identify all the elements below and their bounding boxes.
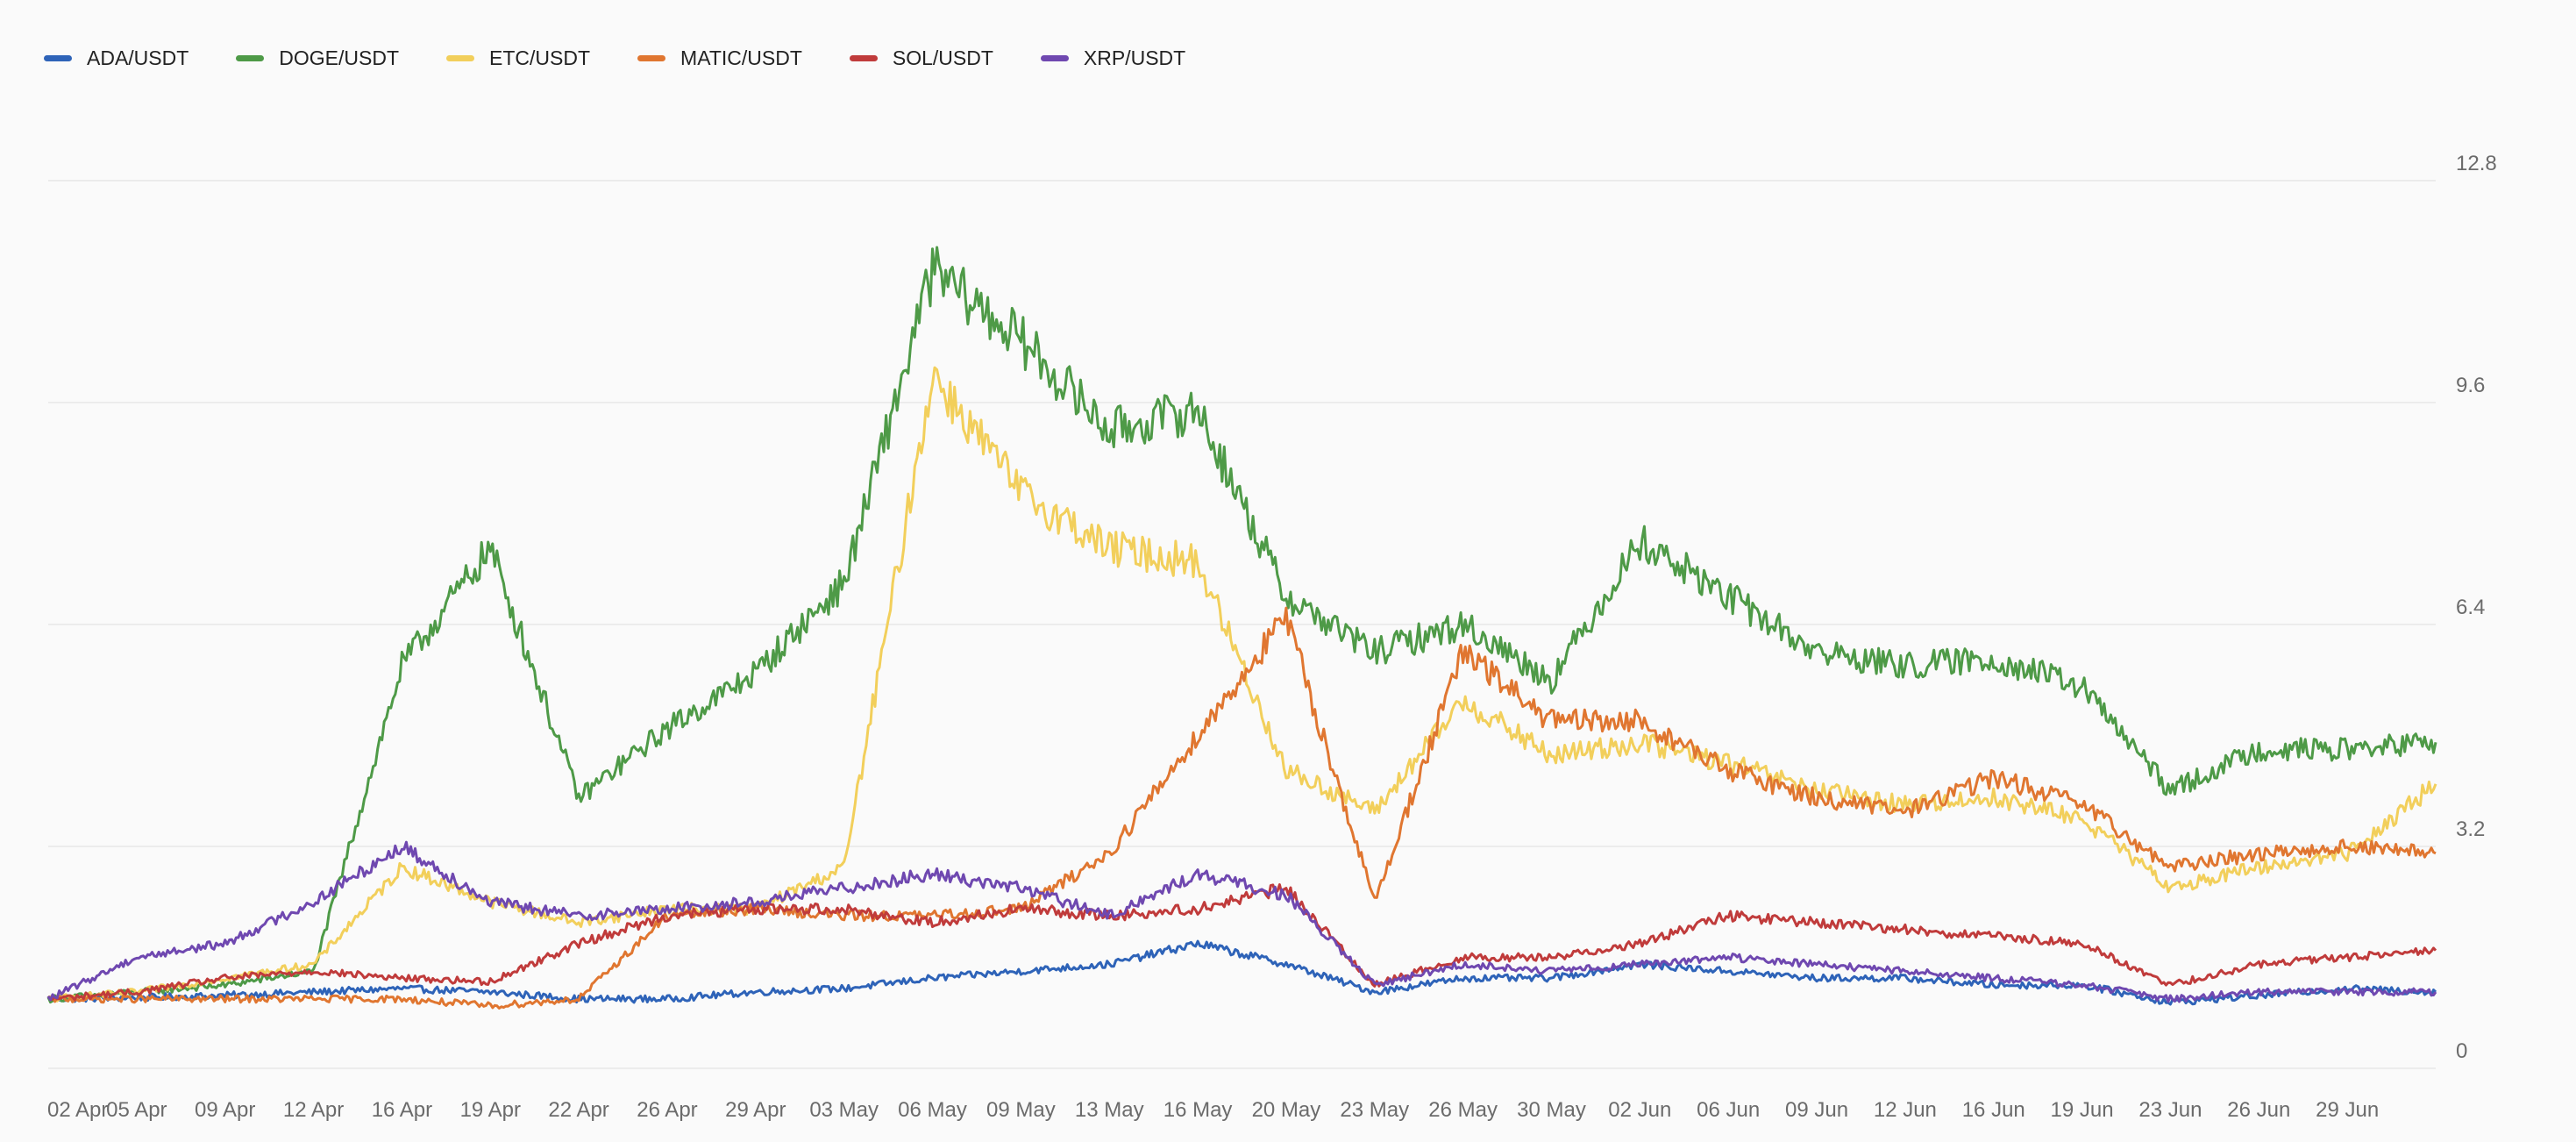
legend-swatch (1040, 54, 1069, 61)
x-tick-label: 09 May (986, 1098, 1056, 1122)
series-line-doge-usdt[interactable] (46, 246, 2437, 1004)
y-tick-label: 6.4 (2456, 596, 2485, 619)
x-tick-label: 16 Jun (1962, 1098, 2025, 1122)
series-line-matic-usdt[interactable] (47, 606, 2437, 1010)
x-tick-label: 19 Jun (2051, 1098, 2114, 1122)
x-tick-label: 19 Apr (460, 1098, 521, 1122)
x-tick-label: 29 Jun (2316, 1098, 2379, 1122)
x-tick-label: 13 May (1075, 1098, 1144, 1122)
x-tick-label: 29 Apr (725, 1098, 786, 1122)
x-tick-label: 23 Jun (2138, 1098, 2202, 1122)
legend-item-sol-usdt[interactable]: SOL/USDT (849, 46, 993, 70)
legend-label: DOGE/USDT (279, 46, 400, 69)
legend-item-ada-usdt[interactable]: ADA/USDT (44, 46, 189, 70)
x-tick-label: 26 Jun (2227, 1098, 2290, 1122)
legend-label: XRP/USDT (1083, 46, 1186, 69)
x-tick-label: 16 Apr (372, 1098, 432, 1122)
legend-label: MATIC/USDT (680, 46, 802, 69)
x-tick-label: 06 Jun (1697, 1098, 1760, 1122)
legend-label: SOL/USDT (892, 46, 993, 69)
y-tick-label: 9.6 (2456, 374, 2485, 397)
chart-legend: ADA/USDT DOGE/USDT ETC/USDT MATIC/USDT SOL/U… (44, 42, 1233, 74)
series-line-sol-usdt[interactable] (46, 883, 2437, 1002)
legend-label: ETC/USDT (489, 46, 591, 69)
x-tick-label: 12 Jun (1874, 1098, 1937, 1122)
legend-item-matic-usdt[interactable]: MATIC/USDT (637, 46, 802, 70)
x-tick-label: 06 May (898, 1098, 967, 1122)
legend-swatch (849, 54, 878, 61)
x-tick-label: 16 May (1163, 1098, 1233, 1122)
y-tick-label: 0 (2456, 1039, 2467, 1063)
x-tick-label: 12 Apr (283, 1098, 344, 1122)
series-line-etc-usdt[interactable] (47, 366, 2437, 1003)
legend-item-xrp-usdt[interactable]: XRP/USDT (1040, 46, 1186, 70)
x-tick-label: 09 Apr (195, 1098, 255, 1122)
x-tick-label: 02 Jun (1608, 1098, 1671, 1122)
x-tick-label: 26 May (1428, 1098, 1498, 1122)
x-tick-label: 05 Apr (106, 1098, 167, 1122)
series-line-xrp-usdt[interactable] (46, 840, 2437, 1003)
legend-swatch (236, 54, 265, 61)
legend-swatch (446, 54, 475, 61)
x-tick-label: 03 May (809, 1098, 879, 1122)
x-tick-label: 26 Apr (637, 1098, 697, 1122)
x-tick-label: 20 May (1252, 1098, 1321, 1122)
x-tick-label: 22 Apr (548, 1098, 608, 1122)
y-tick-label: 12.8 (2456, 152, 2497, 175)
legend-swatch (637, 54, 666, 61)
series-line-ada-usdt[interactable] (46, 939, 2437, 1006)
legend-item-doge-usdt[interactable]: DOGE/USDT (236, 46, 399, 70)
legend-label: ADA/USDT (87, 46, 189, 69)
x-tick-label: 02 Apr (47, 1098, 108, 1122)
x-tick-label: 30 May (1517, 1098, 1586, 1122)
y-tick-label: 3.2 (2456, 817, 2485, 841)
x-tick-label: 23 May (1340, 1098, 1409, 1122)
legend-item-etc-usdt[interactable]: ETC/USDT (446, 46, 590, 70)
x-tick-label: 09 Jun (1785, 1098, 1848, 1122)
legend-swatch (44, 54, 72, 61)
